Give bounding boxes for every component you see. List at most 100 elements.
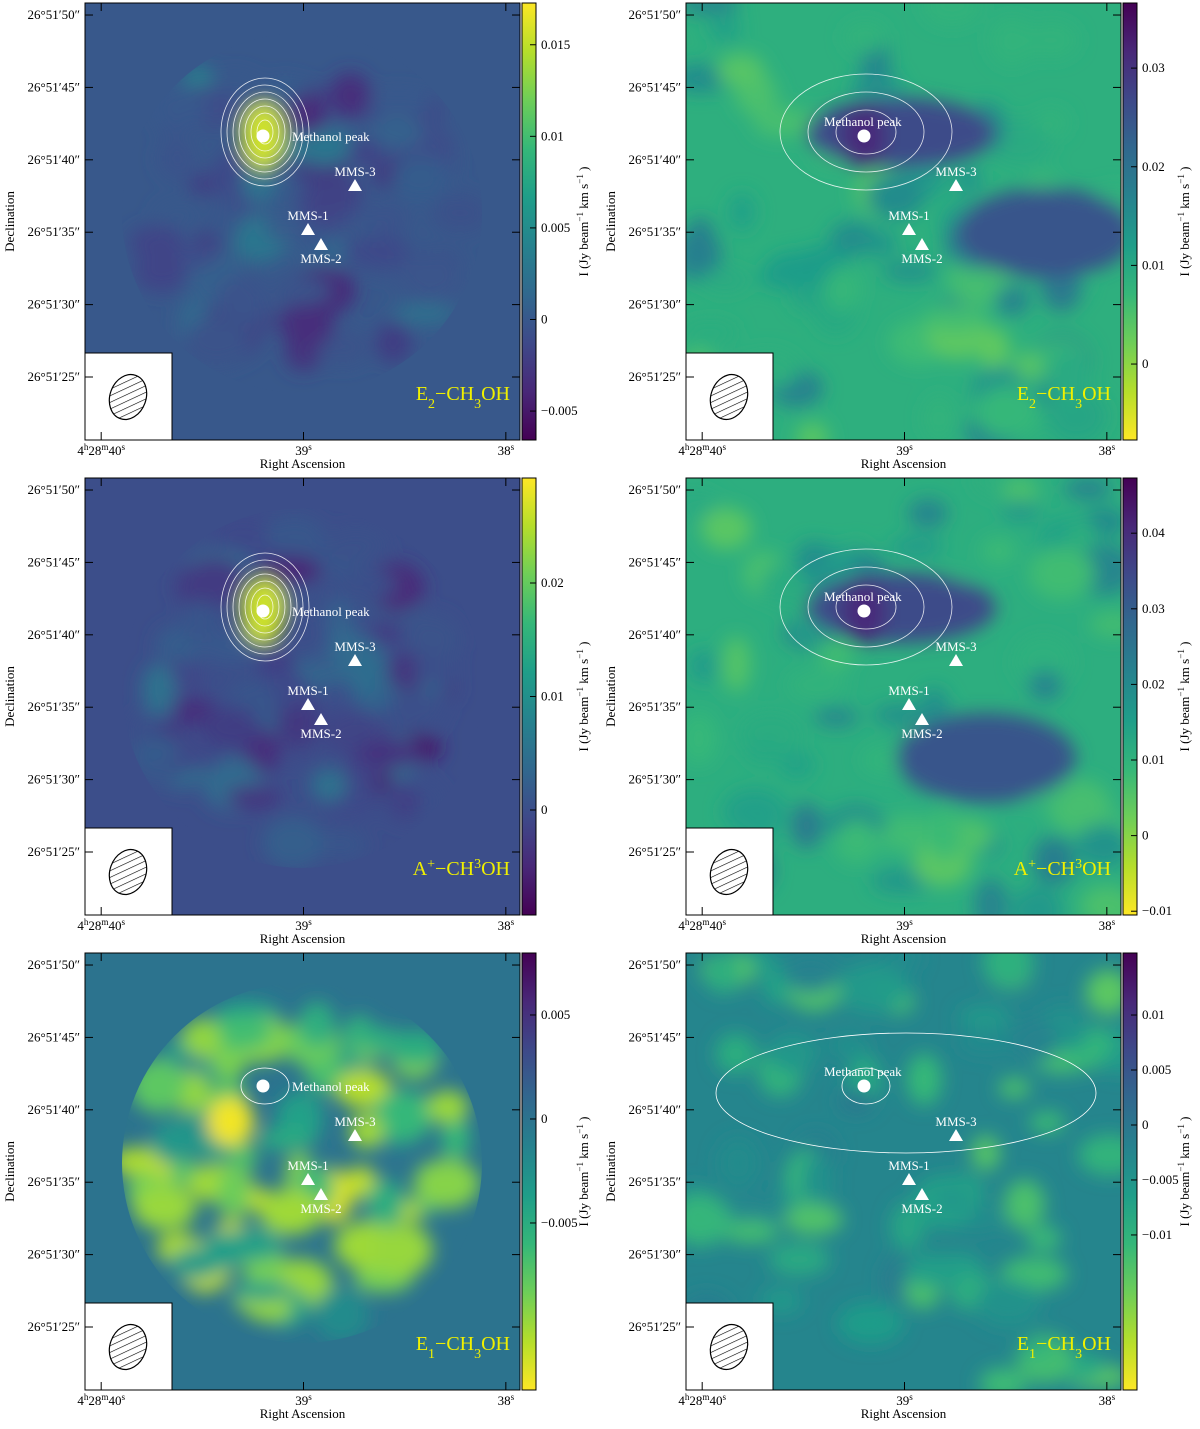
emission-blob <box>371 1223 433 1277</box>
emission-blob <box>989 17 1035 66</box>
species-label-part: OH <box>481 383 510 405</box>
methanol-peak-marker <box>857 1079 871 1093</box>
emission-blob <box>184 1017 221 1059</box>
x-tick-label: 38s <box>1099 442 1116 458</box>
x-tick-label: 39s <box>896 442 913 458</box>
colorbar-tick-label: 0.02 <box>541 575 564 590</box>
x-tick-label-part: m <box>101 1392 108 1402</box>
emission-blob <box>715 1033 756 1074</box>
contour <box>835 584 897 630</box>
colorbar-tick-label: −0.005 <box>1142 1172 1179 1187</box>
x-tick-label-part: 40 <box>709 1393 722 1408</box>
source-label: Methanol peak <box>292 1079 370 1094</box>
species-label-part: −CH <box>435 383 474 405</box>
colorbar-tick-label: 0.005 <box>1142 1062 1171 1077</box>
emission-blob <box>1012 1019 1058 1064</box>
emission-blob <box>355 739 423 768</box>
x-tick-label-part: s <box>1112 442 1116 452</box>
y-tick-label: 26°51′50″ <box>28 7 80 22</box>
species-label: E1−CH3OH <box>416 1333 510 1362</box>
colorbar-label-part: I (Jy beam <box>576 222 591 277</box>
species-label: E1−CH3OH <box>1017 1333 1111 1362</box>
emission-blob <box>1002 478 1039 507</box>
methanol-peak-marker <box>256 604 270 618</box>
emission <box>686 953 1121 1390</box>
emission-blob <box>388 782 421 821</box>
species-label-part: −CH <box>1036 383 1075 405</box>
emission-blob <box>998 1078 1031 1099</box>
emission-blob <box>982 953 1034 988</box>
x-axis-label: Right Ascension <box>260 931 346 946</box>
source-label: MMS-2 <box>300 1201 341 1216</box>
source-label: MMS-2 <box>300 251 341 266</box>
emission-blob <box>216 1166 250 1219</box>
contour <box>841 1067 891 1105</box>
source-marker <box>314 238 328 250</box>
emission-blob <box>211 1043 247 1079</box>
colorbar-tick-label: 0.015 <box>541 37 570 52</box>
emission-blob <box>151 1121 193 1165</box>
colorbar-tick-label: 0 <box>541 311 548 326</box>
x-tick-label-part: h <box>685 1392 690 1402</box>
x-tick-label-part: 4 <box>77 1393 84 1408</box>
x-tick-label-part: 4 <box>678 918 685 933</box>
colorbar-label-part: −1 <box>1176 649 1186 659</box>
panel: Methanol peak MMS-1 MMS-2 MMS-3 A+−CH3OH 26°5… <box>603 477 1192 946</box>
x-tick-label-part: 39 <box>295 443 308 458</box>
emission-blob <box>686 320 739 345</box>
colorbar-tick-label: 0.01 <box>1142 1007 1165 1022</box>
y-tick-label: 26°51′25″ <box>629 369 681 384</box>
colorbar-label-part: I (Jy beam <box>576 1172 591 1227</box>
source-marker <box>902 1173 916 1185</box>
x-tick-label-part: 28 <box>689 918 702 933</box>
source-marker <box>949 179 963 191</box>
emission-blob <box>208 201 240 244</box>
colorbar-label-part: km s <box>576 659 591 687</box>
contour <box>250 112 280 152</box>
emission-blob <box>343 237 410 268</box>
methanol-peak-marker <box>857 604 871 618</box>
colorbar-label-part: ) <box>576 1116 591 1124</box>
colorbar-label-part: ) <box>1177 641 1192 649</box>
emission <box>686 478 1121 915</box>
colorbar-label-part: −1 <box>1176 687 1186 697</box>
source-marker <box>301 698 315 710</box>
y-tick-label: 26°51′35″ <box>629 1174 681 1189</box>
emission-blob <box>837 1302 904 1345</box>
image <box>686 3 1121 440</box>
emission-blob <box>744 739 781 764</box>
emission-blob <box>843 22 887 54</box>
y-tick-label: 26°51′40″ <box>28 152 80 167</box>
emission-blob <box>370 620 402 644</box>
emission-blob <box>801 1153 833 1210</box>
contour <box>232 566 298 648</box>
emission-blob <box>782 955 839 994</box>
emission-blob <box>219 1227 283 1261</box>
x-tick-label-part: h <box>685 442 690 452</box>
y-tick-label: 26°51′35″ <box>28 699 80 714</box>
colorbar-tick-label: 0 <box>1142 356 1149 371</box>
x-tick-label: 38s <box>498 442 515 458</box>
emission-blob <box>134 251 189 293</box>
emission-blob <box>441 1117 470 1160</box>
species-label-part: −CH <box>435 1333 474 1355</box>
y-tick-label: 26°51′35″ <box>629 699 681 714</box>
colorbar-fill <box>1122 952 1138 1391</box>
colorbar-label-part: km s <box>576 1134 591 1162</box>
x-tick-label-part: 28 <box>88 1393 101 1408</box>
colorbar-label-part: I (Jy beam <box>1177 1172 1192 1227</box>
source-label: Methanol peak <box>824 114 902 129</box>
emission-blob <box>956 188 1121 278</box>
emission-blob <box>313 1288 369 1342</box>
x-tick-label-part: m <box>702 1392 709 1402</box>
emission-blob <box>928 805 961 861</box>
emission-blob <box>132 1185 197 1230</box>
y-tick-label: 26°51′35″ <box>28 1174 80 1189</box>
contour <box>238 573 292 641</box>
contour <box>256 594 274 620</box>
source-marker <box>949 1129 963 1141</box>
emission-blob <box>210 513 277 560</box>
y-tick-label: 26°51′35″ <box>28 224 80 239</box>
